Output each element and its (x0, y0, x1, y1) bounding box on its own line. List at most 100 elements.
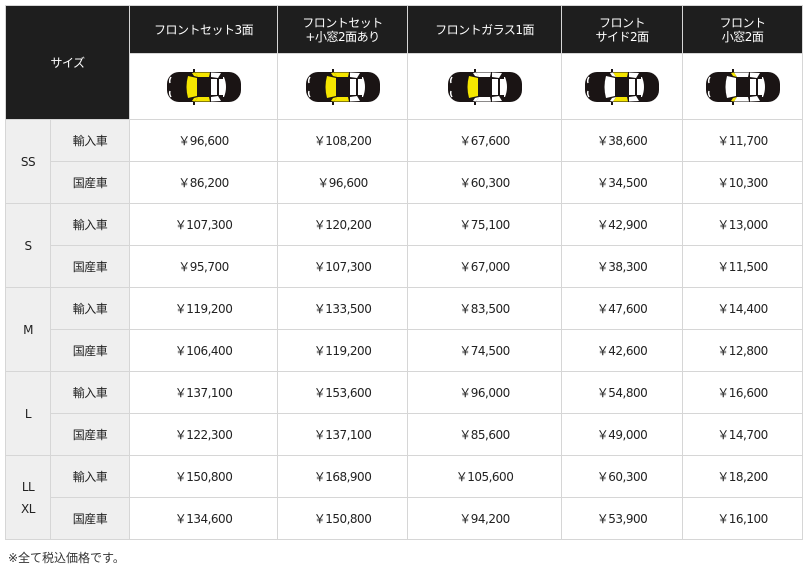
table-row: 国産車 ￥86,200 ￥96,600 ￥60,300 ￥34,500 ￥10,300 (6, 161, 804, 204)
quarter-window-bottom (191, 96, 198, 101)
price-cell: ￥94,200 (407, 497, 563, 540)
size-cell: M (5, 287, 51, 372)
size-cell: SS (5, 119, 51, 204)
quarter-window-top (472, 72, 479, 77)
car-window-diagram-icon (129, 53, 279, 120)
car-type-cell: 国産車 (49, 497, 131, 540)
quarter-window-bottom (730, 96, 737, 101)
windshield (186, 75, 197, 98)
quarter-window-top (610, 72, 617, 77)
price-cell: ￥13,000 (682, 203, 804, 246)
car-type-cell: 国産車 (49, 245, 131, 288)
price-cell: ￥38,600 (561, 119, 684, 162)
table-row: L 輸入車 ￥137,100 ￥153,600 ￥96,000 ￥54,800 ￥16,60… (5, 371, 804, 456)
price-cell: ￥108,200 (277, 119, 409, 162)
price-cell: ￥150,800 (277, 497, 409, 540)
price-cell: ￥18,200 (682, 455, 804, 498)
price-cell: ￥49,000 (561, 413, 684, 456)
quarter-window-top (330, 72, 337, 77)
price-cell: ￥14,400 (682, 287, 804, 330)
price-cell: ￥38,300 (561, 245, 684, 288)
car-type-cell: 輸入車 (49, 119, 131, 162)
column-header: フロント 小窓2面 (682, 5, 804, 54)
car-type-cell: 輸入車 (49, 203, 131, 246)
price-cell: ￥119,200 (129, 287, 279, 330)
price-cell: ￥96,000 (407, 371, 563, 414)
price-cell: ￥150,800 (129, 455, 279, 498)
tax-note: ※全て税込価格です。 (8, 551, 125, 565)
price-cell: ￥42,900 (561, 203, 684, 246)
table-row: S 輸入車 ￥107,300 ￥120,200 ￥75,100 ￥42,900 ￥13,00… (5, 203, 804, 288)
table-row: 国産車 ￥106,400 ￥119,200 ￥74,500 ￥42,600 ￥12,800 (6, 329, 804, 372)
price-cell: ￥134,600 (129, 497, 279, 540)
quarter-window-bottom (472, 96, 479, 101)
price-cell: ￥85,600 (407, 413, 563, 456)
quarter-window-top (191, 72, 198, 77)
table-row: 国産車 ￥95,700 ￥107,300 ￥67,000 ￥38,300 ￥11,500 (6, 245, 804, 288)
price-cell: ￥47,600 (561, 287, 684, 330)
front-side-window-bottom (733, 96, 749, 101)
price-cell: ￥12,800 (682, 329, 804, 372)
size-cell: LL XL (5, 455, 51, 540)
price-cell: ￥60,300 (407, 161, 563, 204)
price-cell: ￥107,300 (129, 203, 279, 246)
price-cell: ￥119,200 (277, 329, 409, 372)
price-cell: ￥122,300 (129, 413, 279, 456)
price-cell: ￥137,100 (129, 371, 279, 414)
car-window-diagram-icon (407, 53, 563, 120)
column-header: フロントセット +小窓2面あり (277, 5, 409, 54)
car-type-cell: 国産車 (49, 161, 131, 204)
column-header: フロントガラス1面 (407, 5, 563, 54)
size-cell: L (5, 371, 51, 456)
table-row: SS 輸入車 ￥96,600 ￥108,200 ￥67,600 ￥38,600 ￥11,70… (5, 119, 804, 204)
windshield (325, 75, 336, 98)
size-header: サイズ (4, 5, 131, 120)
price-cell: ￥168,900 (277, 455, 409, 498)
car-window-diagram-icon (682, 53, 804, 120)
front-side-window-bottom (475, 96, 491, 101)
table-row: M 輸入車 ￥119,200 ￥133,500 ￥83,500 ￥47,600 ￥14,40… (5, 287, 804, 372)
car-type-cell: 輸入車 (49, 371, 131, 414)
car-type-cell: 国産車 (49, 413, 131, 456)
price-cell: ￥34,500 (561, 161, 684, 204)
quarter-window-top (730, 72, 737, 77)
price-cell: ￥60,300 (561, 455, 684, 498)
price-cell: ￥83,500 (407, 287, 563, 330)
price-table: サイズ フロントセット3面 フロントセット +小窓2面あり フロントガラス1面 フロントサ… (4, 5, 804, 540)
price-cell: ￥95,700 (129, 245, 279, 288)
price-cell: ￥16,100 (682, 497, 804, 540)
price-cell: ￥54,800 (561, 371, 684, 414)
price-cell: ￥137,100 (277, 413, 409, 456)
price-cell: ￥10,300 (682, 161, 804, 204)
front-side-window-bottom (333, 96, 349, 101)
price-cell: ￥120,200 (277, 203, 409, 246)
price-cell: ￥96,600 (129, 119, 279, 162)
front-side-window-top (194, 72, 210, 77)
price-cell: ￥16,600 (682, 371, 804, 414)
windshield (604, 75, 616, 98)
car-window-diagram-icon (277, 53, 409, 120)
price-cell: ￥74,500 (407, 329, 563, 372)
price-cell: ￥42,600 (561, 329, 684, 372)
car-type-cell: 輸入車 (49, 287, 131, 330)
column-header: フロントセット3面 (129, 5, 279, 54)
column-header: フロント サイド2面 (561, 5, 684, 54)
front-side-window-top (733, 72, 749, 77)
front-side-window-top (333, 72, 349, 77)
front-side-window-bottom (194, 96, 210, 101)
quarter-window-bottom (330, 96, 337, 101)
quarter-window-bottom (610, 96, 617, 101)
price-cell: ￥67,000 (407, 245, 563, 288)
front-side-window-bottom (613, 96, 629, 101)
table-row: LL XL 輸入車 ￥150,800 ￥168,900 ￥105,600 ￥60,300 ￥1… (5, 455, 804, 540)
car-window-diagram-icon (561, 53, 684, 120)
price-cell: ￥11,700 (682, 119, 804, 162)
price-cell: ￥14,700 (682, 413, 804, 456)
price-cell: ￥133,500 (277, 287, 409, 330)
price-cell: ￥105,600 (407, 455, 563, 498)
price-cell: ￥11,500 (682, 245, 804, 288)
price-cell: ￥67,600 (407, 119, 563, 162)
car-type-cell: 輸入車 (49, 455, 131, 498)
size-cell: S (5, 203, 51, 288)
price-cell: ￥75,100 (407, 203, 563, 246)
